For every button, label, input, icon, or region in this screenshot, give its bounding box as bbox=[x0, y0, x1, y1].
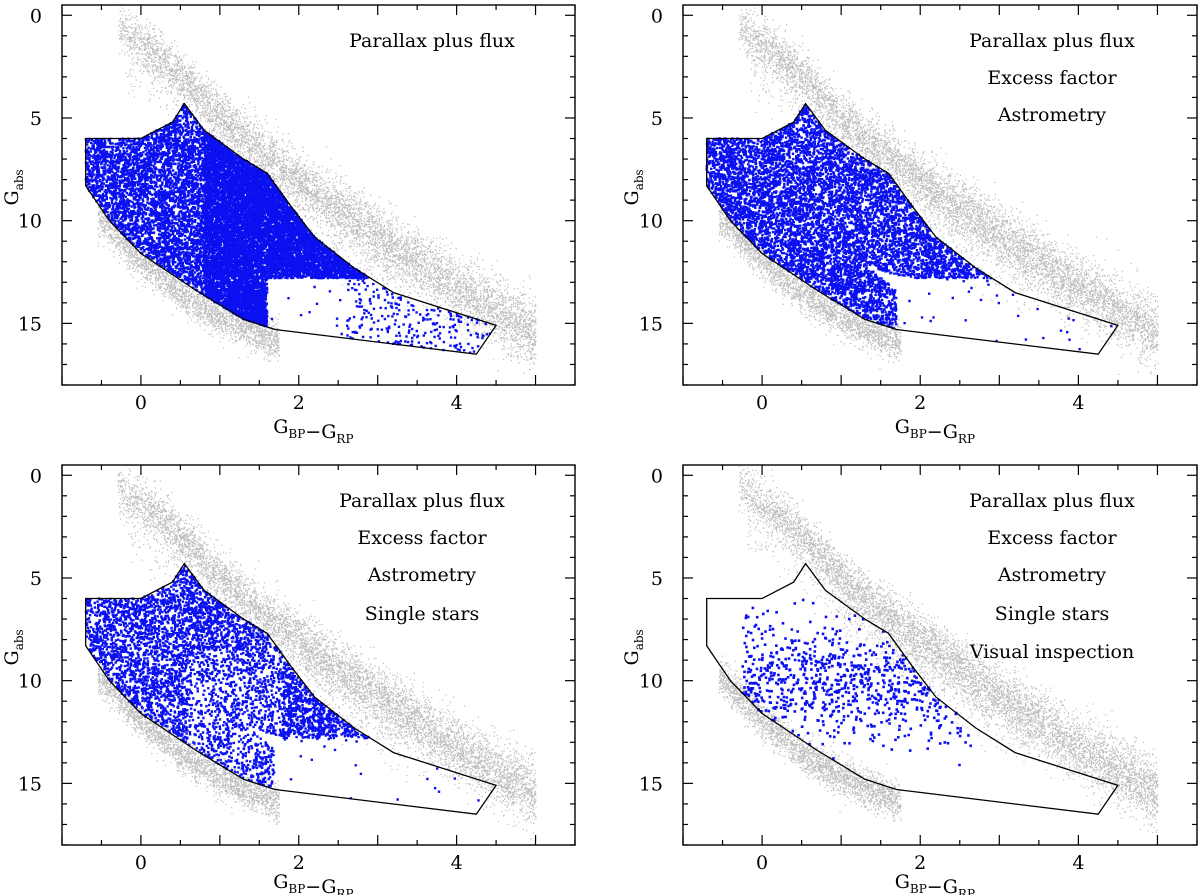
y-tick-label: 5 bbox=[651, 568, 663, 590]
axes bbox=[61, 465, 576, 846]
panel-bottom-left: 0 2 4 0 5 10 15 GBP−GRP Gabs Parallax plus flux Ex… bbox=[1, 464, 576, 895]
plot-frame bbox=[682, 464, 1198, 846]
annotation-label: Parallax plus flux bbox=[969, 30, 1135, 52]
series-all-stars bbox=[718, 7, 1159, 376]
series-selected bbox=[84, 564, 480, 802]
plot-area bbox=[705, 7, 1159, 376]
y-tick-label: 0 bbox=[651, 465, 663, 487]
y-tick-label: 10 bbox=[639, 671, 663, 693]
x-tick-label: 4 bbox=[451, 392, 463, 414]
plot-frame bbox=[682, 4, 1198, 386]
y-tick-label: 0 bbox=[30, 465, 42, 487]
y-tick-label: 15 bbox=[18, 773, 42, 795]
x-tick-label: 4 bbox=[1072, 392, 1084, 414]
panel-bottom-right: 0 2 4 0 5 10 15 GBP−GRP Gabs Parallax plus flux Ex… bbox=[621, 464, 1198, 895]
y-tick-label: 15 bbox=[639, 313, 663, 335]
annotation-label: Astrometry bbox=[367, 564, 477, 586]
plot-frame bbox=[61, 4, 576, 386]
series-all-stars bbox=[718, 466, 1159, 834]
annotation-label: Parallax plus flux bbox=[339, 490, 505, 512]
y-tick-label: 5 bbox=[651, 108, 663, 130]
annotation-label: Single stars bbox=[365, 603, 479, 625]
y-axis-label: Gabs bbox=[1, 629, 26, 665]
selection-polygon bbox=[706, 102, 1119, 355]
annotation-label: Astrometry bbox=[997, 104, 1107, 126]
x-tick-label: 0 bbox=[135, 852, 147, 874]
x-axis-label: GBP−GRP bbox=[273, 871, 353, 895]
y-tick-label: 5 bbox=[30, 568, 42, 590]
annotation-label: Astrometry bbox=[997, 564, 1107, 586]
selection-polygon bbox=[85, 562, 498, 815]
x-axis-label: GBP−GRP bbox=[895, 416, 975, 446]
annotation-label: Visual inspection bbox=[969, 641, 1134, 663]
y-axis-label: Gabs bbox=[621, 169, 646, 205]
x-tick-label: 2 bbox=[914, 852, 926, 874]
selection-polygon bbox=[85, 102, 498, 355]
y-tick-label: 5 bbox=[30, 108, 42, 130]
series-all-stars bbox=[97, 5, 537, 379]
y-tick-label: 0 bbox=[651, 5, 663, 27]
plot-area bbox=[706, 466, 1159, 834]
series-all-stars bbox=[97, 468, 537, 840]
x-tick-label: 2 bbox=[293, 852, 305, 874]
y-axis-label: Gabs bbox=[621, 629, 646, 665]
annotation-label: Parallax plus flux bbox=[969, 490, 1135, 512]
annotation-label: Excess factor bbox=[357, 527, 487, 549]
y-tick-label: 10 bbox=[639, 211, 663, 233]
annotation-label: Excess factor bbox=[987, 527, 1117, 549]
x-tick-label: 4 bbox=[1072, 852, 1084, 874]
y-axis-label: Gabs bbox=[1, 169, 26, 205]
axes bbox=[61, 5, 576, 386]
annotation-label: Parallax plus flux bbox=[349, 30, 515, 52]
x-axis-label: GBP−GRP bbox=[273, 416, 353, 446]
x-tick-label: 2 bbox=[914, 392, 926, 414]
panel-top-left: 0 2 4 0 5 10 15 GBP−GRP Gabs Parallax plus flux bbox=[1, 4, 576, 446]
x-tick-label: 0 bbox=[756, 852, 768, 874]
series-selected bbox=[84, 103, 492, 354]
plot-area bbox=[84, 5, 537, 379]
annotation-label: Single stars bbox=[995, 603, 1109, 625]
plot-frame bbox=[61, 464, 576, 846]
x-tick-label: 2 bbox=[293, 392, 305, 414]
x-axis-label: GBP−GRP bbox=[895, 871, 975, 895]
plot-area bbox=[84, 468, 537, 840]
x-tick-label: 0 bbox=[756, 392, 768, 414]
axes bbox=[682, 465, 1198, 846]
panel-top-right: 0 2 4 0 5 10 15 GBP−GRP Gabs Parallax plus flux Ex… bbox=[621, 4, 1198, 446]
selection-polygon bbox=[706, 562, 1119, 815]
y-tick-label: 10 bbox=[18, 211, 42, 233]
y-tick-label: 15 bbox=[18, 313, 42, 335]
annotation-label: Excess factor bbox=[987, 67, 1117, 89]
x-tick-label: 4 bbox=[451, 852, 463, 874]
series-selected bbox=[705, 104, 1113, 351]
y-tick-label: 10 bbox=[18, 671, 42, 693]
series-selected bbox=[741, 598, 972, 767]
x-tick-label: 0 bbox=[135, 392, 147, 414]
y-tick-label: 0 bbox=[30, 5, 42, 27]
y-tick-label: 15 bbox=[639, 773, 663, 795]
axes bbox=[682, 5, 1198, 386]
